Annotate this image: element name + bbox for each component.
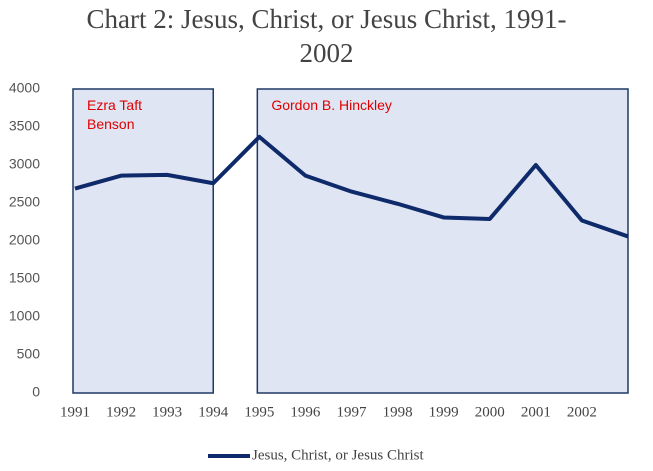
y-tick-label: 4000: [9, 80, 40, 96]
x-tick-label: 1991: [60, 404, 90, 420]
y-tick-label: 1000: [9, 308, 40, 324]
x-tick-label: 1998: [383, 404, 413, 420]
x-tick-label: 2000: [475, 404, 505, 420]
x-tick-label: 1992: [106, 404, 136, 420]
region-label: Gordon B. Hinckley: [271, 97, 392, 113]
chart-title: Chart 2: Jesus, Christ, or Jesus Christ,…: [86, 4, 567, 68]
region: [72, 88, 214, 394]
y-tick-label: 1500: [9, 270, 40, 286]
legend-label: Jesus, Christ, or Jesus Christ: [252, 447, 425, 463]
x-tick-label: 1993: [152, 404, 182, 420]
region: [256, 88, 629, 394]
x-tick-label: 1994: [198, 404, 229, 420]
x-tick-label: 1996: [290, 404, 321, 420]
y-tick-label: 0: [32, 384, 40, 400]
y-tick-label: 2000: [9, 232, 40, 248]
y-tick-label: 2500: [9, 194, 40, 210]
y-tick-label: 3500: [9, 118, 40, 134]
x-tick-label: 2002: [567, 404, 597, 420]
line-series: [74, 134, 629, 239]
y-tick-label: 500: [17, 346, 41, 362]
x-tick-label: 1995: [244, 404, 274, 420]
x-tick-label: 2001: [521, 404, 551, 420]
x-tick-label: 1997: [337, 404, 368, 420]
region-label: Ezra Taft Benson: [87, 97, 142, 132]
x-tick-label: 1999: [429, 404, 459, 420]
y-tick-label: 3000: [9, 156, 40, 172]
